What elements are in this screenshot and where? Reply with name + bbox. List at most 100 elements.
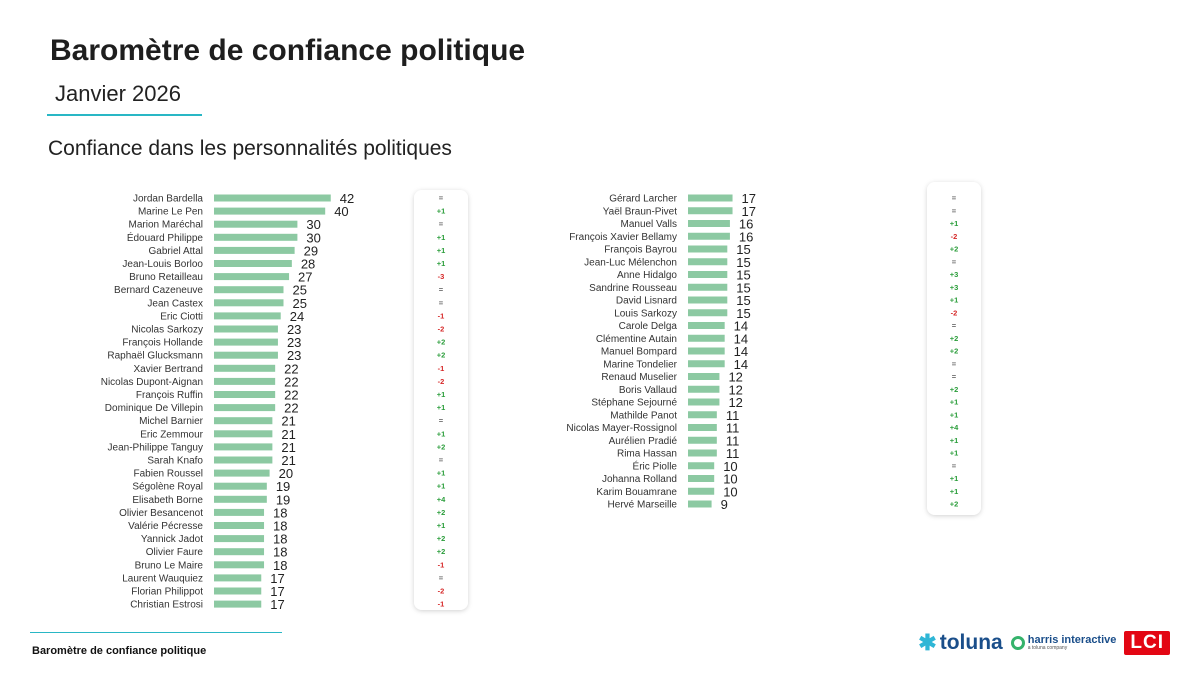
change-label: +1: [437, 521, 446, 530]
change-label: -3: [438, 272, 445, 281]
bar: [688, 449, 717, 457]
change-label: +2: [437, 338, 446, 347]
footer-label: Baromètre de confiance politique: [32, 645, 207, 657]
change-label: =: [439, 416, 444, 425]
value-label: 22: [284, 374, 298, 389]
bar: [688, 487, 715, 495]
category-label: Olivier Besancenot: [119, 508, 203, 519]
change-label: +4: [437, 495, 446, 504]
change-label: +2: [437, 547, 446, 556]
bar: [214, 260, 292, 267]
value-label: 17: [270, 597, 284, 612]
change-label: +1: [437, 390, 446, 399]
category-label: Nicolas Mayer-Rossignol: [566, 423, 677, 434]
change-label: =: [952, 461, 957, 470]
change-label: -2: [438, 325, 445, 334]
change-label: =: [952, 257, 957, 266]
value-label: 19: [276, 479, 290, 494]
value-label: 10: [723, 484, 737, 499]
change-label: +2: [950, 334, 959, 343]
value-label: 18: [273, 519, 287, 534]
value-label: 12: [728, 370, 742, 385]
bar: [688, 360, 725, 368]
change-label: +1: [437, 246, 446, 255]
chart-panel-right: Gérard Larcher 17 = Yaël Braun-Pivet 17 = Manu…: [566, 182, 981, 515]
bar: [214, 548, 265, 556]
category-label: Bruno Retailleau: [129, 272, 203, 283]
value-label: 22: [284, 401, 298, 416]
change-label: +1: [950, 487, 959, 496]
value-label: 19: [276, 492, 290, 507]
change-label: =: [439, 220, 444, 229]
change-label: =: [439, 573, 444, 582]
bar: [214, 220, 298, 228]
value-label: 25: [293, 296, 307, 311]
value-label: 28: [301, 257, 315, 272]
bar: [214, 207, 326, 215]
value-label: 11: [726, 421, 740, 436]
bar: [688, 385, 720, 393]
change-label: -2: [438, 377, 445, 386]
chart-panel-left: Jordan Bardella 42 = Marine Le Pen 40 +1 Mario…: [101, 190, 468, 612]
change-label: +1: [437, 233, 446, 242]
category-label: Olivier Faure: [146, 547, 204, 558]
change-label: +1: [437, 482, 446, 491]
value-label: 18: [273, 545, 287, 560]
category-label: Carole Delga: [619, 321, 678, 332]
value-label: 11: [726, 446, 740, 461]
category-label: Gérard Larcher: [609, 194, 677, 205]
change-label: +2: [437, 534, 446, 543]
bar: [214, 535, 265, 543]
category-label: Jean-Philippe Tanguy: [108, 442, 203, 453]
bar: [214, 404, 276, 412]
harris-interactive-logo: harris interactive a toluna company: [1010, 634, 1116, 652]
change-label: +1: [950, 410, 959, 419]
change-label: =: [439, 456, 444, 465]
brand-logos: ✱ toluna harris interactive a toluna com…: [918, 626, 1170, 660]
change-label: +2: [950, 245, 959, 254]
value-label: 23: [287, 348, 301, 363]
value-label: 15: [736, 293, 750, 308]
category-label: Raphaël Glucksmann: [107, 351, 203, 362]
bar: [688, 309, 728, 317]
bar: [688, 194, 733, 202]
change-label: -2: [951, 232, 958, 241]
bar: [214, 377, 276, 385]
category-label: Aurélien Pradié: [609, 436, 678, 447]
value-label: 17: [270, 571, 284, 586]
category-label: Renaud Muselier: [601, 372, 677, 383]
value-label: 40: [334, 204, 348, 219]
bar: [214, 508, 265, 516]
category-label: Florian Philippot: [131, 587, 203, 598]
value-label: 16: [739, 217, 753, 232]
value-label: 9: [721, 497, 728, 512]
value-label: 18: [273, 558, 287, 573]
change-label: +1: [437, 259, 446, 268]
category-label: François Bayrou: [604, 245, 677, 256]
category-label: Sarah Knafo: [147, 456, 203, 467]
bar: [214, 482, 267, 490]
bar: [214, 430, 273, 438]
change-label: =: [952, 372, 957, 381]
value-label: 15: [736, 268, 750, 283]
harris-tagline: a toluna company: [1027, 644, 1068, 651]
change-label: =: [439, 194, 444, 203]
bar: [214, 299, 284, 307]
bar: [214, 587, 262, 595]
change-label: +1: [437, 207, 446, 216]
change-label: =: [952, 359, 957, 368]
bar: [214, 600, 262, 608]
bar: [214, 364, 276, 372]
bar: [688, 258, 728, 266]
value-label: 10: [723, 459, 737, 474]
bar: [688, 436, 717, 444]
bar: [688, 500, 712, 508]
category-label: Boris Vallaud: [619, 385, 677, 396]
bar: [214, 561, 265, 569]
value-label: 25: [293, 283, 307, 298]
harris-ring-icon: [1010, 636, 1025, 650]
subtitle-underline: [47, 114, 202, 116]
value-label: 21: [281, 453, 295, 468]
bar: [214, 417, 273, 425]
change-label: +3: [950, 283, 959, 292]
